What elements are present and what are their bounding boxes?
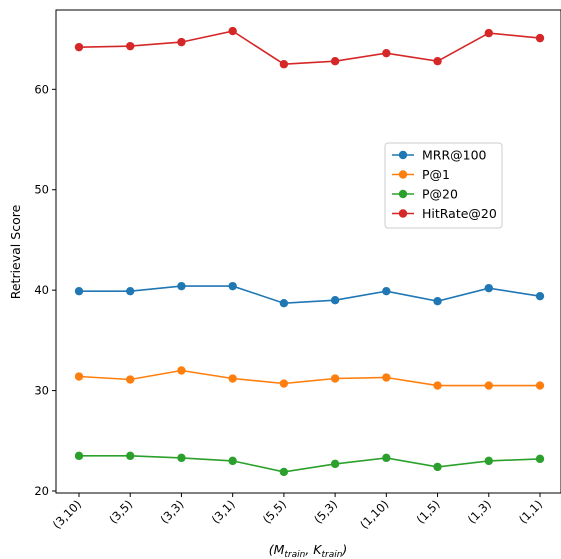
data-point	[484, 456, 493, 466]
y-tick-label: 60	[34, 82, 49, 96]
x-axis-title: (Mtrain, Ktrain)	[269, 542, 348, 559]
x-tick-label: (5,3)	[311, 497, 340, 526]
legend: MRR@100 P@1 P@20 HitRate@20	[384, 142, 503, 229]
data-point	[279, 299, 289, 308]
legend-label: P@1	[422, 167, 450, 182]
x-tick-label: (3,3)	[157, 497, 186, 526]
legend-marker	[398, 189, 408, 199]
data-point	[484, 381, 493, 390]
data-point	[535, 291, 545, 301]
legend-marker	[398, 170, 408, 179]
series-line	[79, 285, 541, 305]
data-point	[126, 451, 135, 461]
data-point	[177, 281, 186, 291]
data-point	[228, 26, 237, 36]
x-tick-label: (5,5)	[260, 497, 289, 526]
legend-marker	[398, 150, 408, 160]
series-group	[74, 26, 545, 477]
data-point	[535, 381, 545, 390]
data-point	[279, 379, 289, 388]
series-p-20	[74, 451, 545, 477]
data-point	[74, 42, 84, 52]
data-point	[126, 41, 135, 51]
x-axis-title-end: )	[341, 542, 347, 557]
data-point	[433, 297, 442, 306]
legend-box	[384, 142, 503, 229]
legend-label: HitRate@20	[422, 206, 497, 221]
data-point	[382, 373, 391, 382]
data-point	[228, 281, 237, 291]
series-line	[78, 30, 541, 66]
x-tick-label: (3,5)	[106, 497, 135, 526]
x-tick-label: (1,10)	[357, 497, 391, 531]
y-tick-label: 50	[34, 183, 49, 197]
series-line	[78, 369, 540, 387]
x-axis-title-mid: , K	[305, 542, 323, 557]
y-tick-label: 40	[34, 283, 49, 297]
data-point	[228, 374, 237, 383]
data-point	[74, 451, 84, 461]
data-point	[126, 286, 135, 296]
data-point	[126, 375, 135, 384]
x-axis-title-main: (M	[269, 542, 285, 557]
series-line	[79, 454, 541, 473]
legend-marker	[398, 209, 408, 218]
x-tick-label: (1,5)	[413, 497, 442, 526]
x-axis: (3,10) (3,5) (3,3) (3,1) (5,5) (5,3) (1,10) (1,…	[50, 493, 545, 532]
y-axis-title: Retrieval Score	[8, 204, 23, 299]
data-point	[177, 37, 186, 47]
y-axis: 20 30 40 50 60	[34, 82, 56, 498]
x-tick-label: (1,1)	[516, 497, 545, 526]
plot-area	[55, 9, 561, 494]
data-point	[433, 57, 442, 66]
data-point	[330, 296, 340, 305]
data-point	[330, 459, 340, 469]
data-point	[279, 467, 289, 477]
x-tick-label: (3,1)	[209, 497, 238, 526]
data-point	[279, 60, 289, 69]
data-point	[382, 453, 391, 463]
data-point	[535, 454, 545, 464]
data-point	[433, 381, 442, 390]
data-point	[382, 48, 391, 58]
x-axis-title-sub-k: train	[321, 550, 342, 559]
data-point	[74, 372, 84, 381]
data-point	[330, 374, 340, 383]
y-tick-label: 30	[34, 384, 49, 398]
legend-label: MRR@100	[422, 148, 487, 163]
data-point	[382, 286, 391, 296]
legend-label: P@20	[422, 187, 458, 202]
data-point	[177, 366, 186, 375]
data-point	[330, 57, 340, 66]
data-point	[74, 286, 84, 296]
data-point	[484, 283, 493, 293]
series-hitrate-20	[74, 26, 545, 69]
series-mrr-100	[74, 281, 545, 308]
data-point	[484, 28, 493, 38]
x-tick-label: (1,3)	[465, 497, 494, 526]
series-p-1	[74, 366, 545, 390]
y-tick-label: 20	[34, 484, 49, 498]
x-tick-label: (3,10)	[50, 497, 84, 531]
data-point	[433, 462, 442, 472]
data-point	[177, 453, 186, 463]
data-point	[535, 33, 545, 43]
x-axis-title-sub-m: train	[284, 550, 305, 559]
data-point	[228, 456, 237, 466]
